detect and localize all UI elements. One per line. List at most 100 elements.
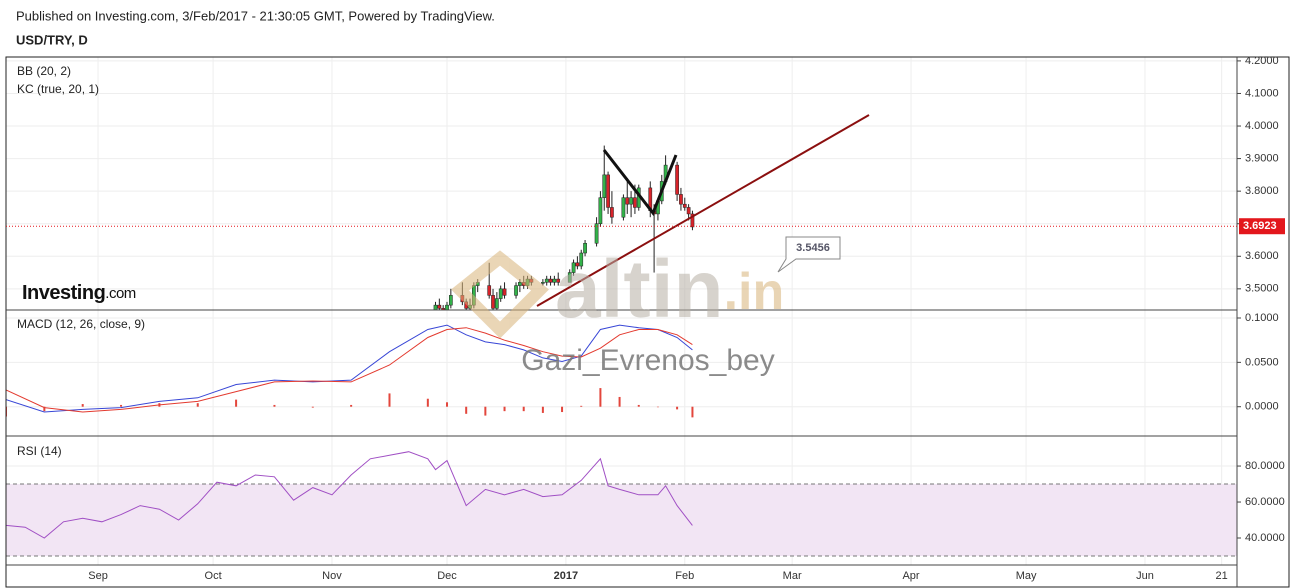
indicator-label: KC (true, 20, 1): [17, 82, 99, 96]
candle-body: [541, 282, 545, 284]
candle-body: [544, 278, 549, 283]
y-tick-label: 40.0000: [1245, 532, 1285, 544]
pane-title: MACD (12, 26, close, 9): [17, 317, 145, 331]
candle-body: [679, 194, 683, 205]
histogram-bar: [43, 406, 46, 412]
histogram-bar: [618, 396, 621, 407]
y-tick-label: 60.0000: [1245, 496, 1285, 508]
histogram-bar: [691, 406, 694, 418]
candle-body: [514, 285, 518, 296]
y-tick-label: 3.6000: [1245, 250, 1279, 262]
histogram-bar: [484, 406, 487, 416]
y-tick-label: 3.5000: [1245, 283, 1279, 295]
histogram-bar: [676, 406, 679, 410]
candle-body: [583, 242, 587, 254]
candle-body: [448, 295, 453, 306]
candle-body: [437, 304, 442, 309]
candle-body: [610, 207, 614, 218]
candle-body: [629, 197, 633, 205]
histogram-bar: [426, 398, 429, 407]
y-tick-label: 4.2000: [1245, 55, 1279, 67]
histogram-bar: [656, 406, 659, 408]
brand: Investing: [22, 282, 105, 304]
candle-body: [682, 203, 687, 208]
last-price-box: [1239, 218, 1285, 235]
y-tick-label: 4.0000: [1245, 120, 1279, 132]
x-tick-label: Oct: [205, 570, 222, 582]
pane: [6, 451, 1237, 557]
histogram-bar: [561, 406, 564, 413]
pane: [6, 324, 694, 418]
y-tick-label: 3.8000: [1245, 185, 1279, 197]
drawn-pattern: [602, 149, 678, 216]
candle-body: [621, 197, 626, 218]
histogram-bar: [273, 404, 276, 407]
histogram-bar: [235, 399, 238, 407]
candle-body: [575, 262, 580, 267]
rsi-band: [6, 484, 1237, 557]
logo: altin: [555, 244, 724, 335]
x-tick-label: Jun: [1136, 570, 1154, 582]
x-tick-label: May: [1016, 570, 1037, 582]
candle-body: [498, 288, 503, 299]
x-tick-label: Sep: [88, 570, 108, 582]
candle-body: [606, 174, 610, 208]
histogram-bar: [350, 404, 353, 407]
marks: [6, 145, 1237, 557]
candle-body: [675, 164, 679, 195]
y-tick-label: 3.9000: [1245, 152, 1279, 164]
frame: [5, 56, 1290, 588]
histogram-bar: [637, 404, 640, 407]
callout-box: [777, 236, 841, 273]
candle-body: [579, 252, 584, 267]
candle-body: [552, 278, 557, 283]
candle-body: [556, 278, 561, 283]
candle-body: [502, 288, 507, 296]
pane: [433, 145, 695, 310]
indicator-label: BB (20, 2): [17, 64, 71, 78]
histogram-bar: [196, 403, 199, 407]
y-tick-label: 4.1000: [1245, 87, 1279, 99]
indicator-line: [6, 451, 693, 539]
brand-suffix: .com: [105, 285, 136, 302]
x-tick-label: Nov: [322, 570, 342, 582]
x-tick-label: Mar: [783, 570, 802, 582]
histogram-bar: [120, 404, 123, 407]
histogram-bar: [522, 406, 525, 412]
logo-text: altin.in: [555, 244, 784, 335]
indicator-line: [6, 324, 693, 413]
histogram-bar: [599, 388, 602, 407]
candle-body: [602, 174, 607, 198]
candle-body: [625, 197, 630, 205]
logo-mark: [451, 250, 549, 339]
watermark-brand: Investing.com: [22, 282, 136, 304]
candle-body: [571, 262, 576, 273]
y-tick-label: 0.1000: [1245, 312, 1279, 324]
x-tick-label: Feb: [675, 570, 694, 582]
x-tick-label: Apr: [902, 570, 919, 582]
candle-body: [487, 285, 492, 296]
candle-body: [633, 197, 637, 208]
candle-body: [445, 304, 449, 310]
indicator-line: [6, 327, 693, 413]
histogram-bar: [465, 406, 468, 414]
histogram-bar: [580, 405, 583, 407]
y-tick-label: 0.0000: [1245, 401, 1279, 413]
candle-body: [518, 282, 522, 286]
candle-body: [433, 304, 438, 310]
candle-body: [491, 295, 495, 309]
histogram-bar: [446, 402, 449, 407]
trend-line: [536, 114, 870, 307]
x-tick-label: 21: [1216, 570, 1228, 582]
x-tick-label: 2017: [554, 570, 578, 582]
candle-body: [690, 213, 695, 228]
y-tick-label: 0.0500: [1245, 356, 1279, 368]
watermark-logo: altin.in: [451, 244, 784, 339]
y-tick-label: 80.0000: [1245, 460, 1285, 472]
x-tick-label: Dec: [437, 570, 457, 582]
watermark-author: Gazi_Evrenos_bey: [521, 344, 774, 377]
candle-body: [567, 272, 572, 283]
candle-body: [686, 207, 691, 215]
callout: 3.5456: [777, 236, 841, 273]
